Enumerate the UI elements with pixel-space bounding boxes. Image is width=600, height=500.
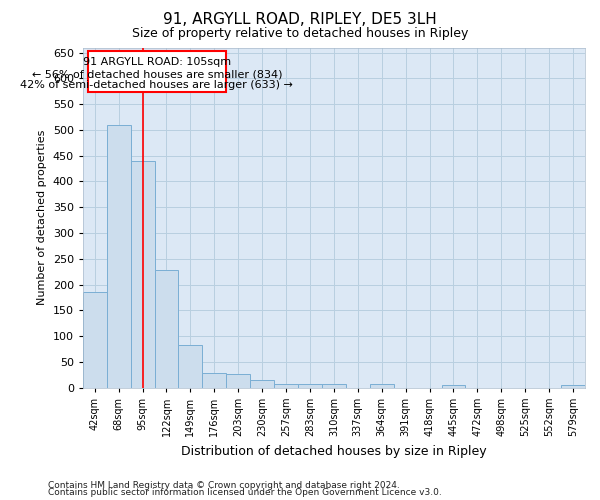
Bar <box>370 384 394 388</box>
Y-axis label: Number of detached properties: Number of detached properties <box>37 130 47 306</box>
Bar <box>107 125 131 388</box>
Bar <box>178 345 202 388</box>
Text: 91 ARGYLL ROAD: 105sqm: 91 ARGYLL ROAD: 105sqm <box>83 58 231 68</box>
Text: Contains public sector information licensed under the Open Government Licence v3: Contains public sector information licen… <box>48 488 442 497</box>
Text: Size of property relative to detached houses in Ripley: Size of property relative to detached ho… <box>132 28 468 40</box>
Text: 91, ARGYLL ROAD, RIPLEY, DE5 3LH: 91, ARGYLL ROAD, RIPLEY, DE5 3LH <box>163 12 437 28</box>
Text: Contains HM Land Registry data © Crown copyright and database right 2024.: Contains HM Land Registry data © Crown c… <box>48 480 400 490</box>
Bar <box>83 292 107 388</box>
Bar <box>322 384 346 388</box>
FancyBboxPatch shape <box>88 51 226 92</box>
Bar <box>250 380 274 388</box>
Bar <box>155 270 178 388</box>
X-axis label: Distribution of detached houses by size in Ripley: Distribution of detached houses by size … <box>181 444 487 458</box>
Text: ← 56% of detached houses are smaller (834): ← 56% of detached houses are smaller (83… <box>32 69 282 79</box>
Bar <box>274 384 298 388</box>
Bar <box>561 385 585 388</box>
Text: 42% of semi-detached houses are larger (633) →: 42% of semi-detached houses are larger (… <box>20 80 293 90</box>
Bar <box>131 161 155 388</box>
Bar <box>442 385 466 388</box>
Bar <box>298 384 322 388</box>
Bar <box>202 373 226 388</box>
Bar <box>226 374 250 388</box>
